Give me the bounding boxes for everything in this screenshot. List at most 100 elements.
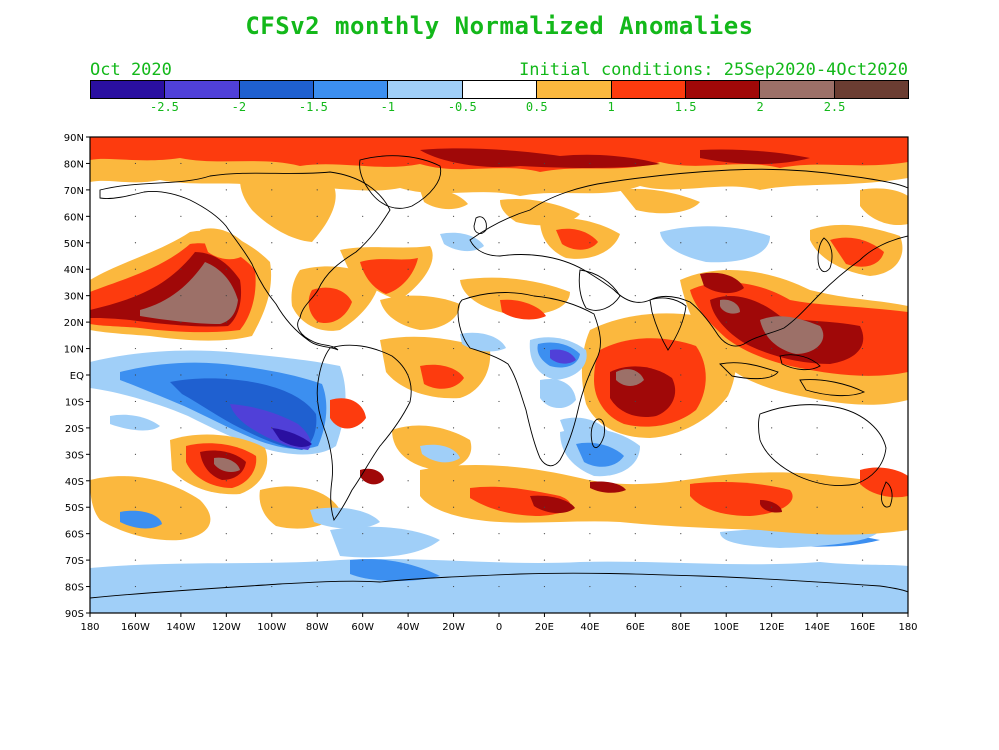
grid-dot [680, 480, 682, 482]
grid-dot [498, 268, 500, 270]
grid-dot [316, 559, 318, 561]
lon-label: 100W [257, 622, 286, 633]
grid-dot [634, 215, 636, 217]
grid-dot [634, 295, 636, 297]
grid-dot [225, 242, 227, 244]
grid-dot [407, 242, 409, 244]
grid-dot [362, 321, 364, 323]
grid-dot [543, 347, 546, 350]
grid-dot [589, 215, 591, 217]
grid-dot [725, 533, 727, 535]
grid-dot [362, 400, 364, 403]
grid-dot [816, 533, 818, 535]
grid-dot [725, 453, 727, 455]
grid-dot [225, 533, 227, 535]
grid-dot [498, 215, 500, 217]
grid-dot [498, 585, 500, 588]
grid-dot [680, 506, 682, 508]
grid-dot [498, 189, 500, 191]
grid-dot [225, 162, 227, 165]
grid-dot [362, 427, 364, 429]
grid-dot [452, 162, 455, 165]
grid-dot [816, 559, 818, 561]
grid-dot [680, 400, 682, 403]
grid-dot [316, 374, 318, 376]
grid-dot [271, 268, 273, 270]
lat-label: 70S [65, 556, 84, 567]
grid-dot [861, 347, 864, 350]
grid-dot [589, 453, 591, 455]
grid-dot [861, 453, 864, 455]
lat-label: 70N [64, 186, 84, 197]
grid-dot [725, 268, 727, 270]
grid-dot [452, 215, 455, 217]
grid-dot [725, 427, 727, 429]
grid-dot [134, 506, 137, 508]
grid-dot [134, 268, 137, 270]
grid-dot [725, 242, 727, 244]
grid-dot [861, 321, 864, 323]
grid-dot [134, 242, 137, 244]
grid-dot [771, 189, 773, 191]
grid-dot [771, 347, 773, 350]
grid-dot [589, 506, 591, 508]
grid-dot [134, 585, 137, 588]
grid-dot [407, 480, 409, 482]
grid-dot [316, 347, 318, 350]
grid-dot [180, 295, 182, 297]
grid-dot [271, 374, 273, 376]
grid-dot [816, 374, 818, 376]
lon-label: 160E [850, 622, 875, 633]
grid-dot [498, 427, 500, 429]
grid-dot [771, 162, 773, 165]
grid-dot [771, 453, 773, 455]
grid-dot [316, 321, 318, 323]
colorbar-label: -1 [380, 100, 396, 114]
grid-dot [771, 242, 773, 244]
grid-dot [316, 268, 318, 270]
grid-dot [362, 189, 364, 191]
grid-dot [407, 295, 409, 297]
grid-dot [316, 453, 318, 455]
grid-dot [498, 242, 500, 244]
grid-dot [680, 585, 682, 588]
grid-dot [180, 559, 182, 561]
colorbar-segment [611, 81, 686, 98]
grid-dot [225, 559, 227, 561]
grid-dot [271, 400, 273, 403]
lat-label: 80S [65, 583, 84, 594]
grid-dot [816, 453, 818, 455]
grid-dot [271, 347, 273, 350]
grid-dot [180, 533, 182, 535]
grid-dot [134, 559, 137, 561]
grid-dot [452, 374, 455, 376]
grid-dot [816, 295, 818, 297]
grid-dot [861, 480, 864, 482]
grid-dot [680, 559, 682, 561]
lon-label: 20E [535, 622, 554, 633]
grid-dot [498, 480, 500, 482]
grid-dot [407, 321, 409, 323]
grid-dot [725, 585, 727, 588]
grid-dot [680, 215, 682, 217]
grid-dot [589, 427, 591, 429]
lat-label: 60N [64, 212, 84, 223]
grid-dot [316, 533, 318, 535]
grid-dot [452, 427, 455, 429]
grid-dot [362, 533, 364, 535]
grid-dot [271, 427, 273, 429]
lat-label: 90N [64, 133, 84, 144]
grid-dot [407, 559, 409, 561]
grid-dot [543, 506, 546, 508]
grid-dot [680, 533, 682, 535]
grid-dot [634, 189, 636, 191]
grid-dot [180, 585, 182, 588]
lat-label: 60S [65, 530, 84, 541]
grid-dot [680, 162, 682, 165]
grid-dot [634, 400, 636, 403]
coastlines [90, 155, 908, 599]
grid-dot [725, 506, 727, 508]
grid-dot [498, 295, 500, 297]
grid-dot [771, 400, 773, 403]
grid-dot [861, 506, 864, 508]
